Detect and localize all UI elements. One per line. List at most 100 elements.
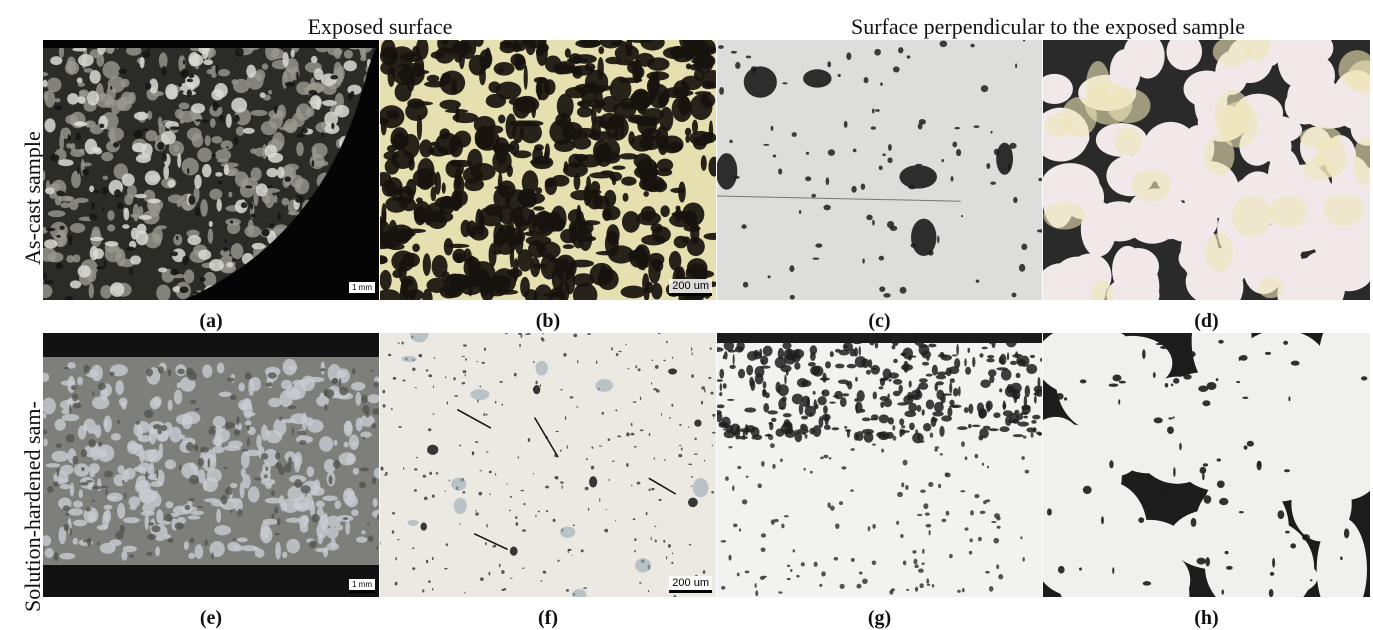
texture <box>815 404 819 410</box>
texture <box>451 477 467 491</box>
texture <box>1243 445 1248 450</box>
texture <box>464 591 466 594</box>
texture <box>743 66 777 98</box>
texture <box>156 284 171 300</box>
texture <box>761 461 765 467</box>
texture <box>188 195 196 205</box>
texture <box>380 541 381 546</box>
texture <box>425 369 429 372</box>
texture <box>892 378 903 385</box>
texture <box>691 352 693 356</box>
texture <box>887 144 892 151</box>
texture <box>352 367 356 375</box>
texture <box>920 489 926 493</box>
texture <box>900 534 904 539</box>
texture <box>656 158 674 172</box>
texture <box>608 478 610 482</box>
texture <box>881 448 885 453</box>
texture <box>645 512 648 516</box>
texture <box>741 224 747 229</box>
texture <box>373 381 379 388</box>
texture <box>67 93 79 105</box>
texture <box>233 429 241 436</box>
texture <box>532 211 556 237</box>
texture <box>767 410 778 415</box>
texture <box>842 393 850 397</box>
panel-label: (h) <box>1194 607 1219 629</box>
texture <box>1283 340 1289 345</box>
texture <box>226 377 236 382</box>
texture <box>187 167 190 175</box>
texture <box>83 68 94 73</box>
texture <box>462 491 466 494</box>
texture <box>970 43 975 48</box>
texture <box>729 139 733 144</box>
texture <box>712 413 716 417</box>
texture <box>692 478 709 498</box>
texture <box>1090 280 1114 300</box>
texture <box>209 188 223 200</box>
texture <box>68 235 73 246</box>
texture <box>987 426 991 431</box>
texture <box>142 128 149 132</box>
texture <box>519 121 542 144</box>
texture <box>939 425 945 437</box>
texture <box>650 382 653 385</box>
texture <box>240 404 247 411</box>
texture <box>694 437 697 441</box>
texture <box>1212 40 1251 67</box>
texture <box>254 147 267 157</box>
texture <box>915 333 921 337</box>
texture <box>719 383 722 392</box>
texture <box>158 52 168 69</box>
texture <box>514 55 526 71</box>
texture <box>423 496 428 501</box>
texture <box>952 387 959 397</box>
texture <box>921 361 930 366</box>
texture <box>58 159 74 167</box>
texture <box>72 254 81 263</box>
texture <box>901 429 906 436</box>
texture <box>829 351 834 358</box>
texture <box>135 475 148 492</box>
texture <box>246 437 250 447</box>
texture <box>1226 565 1233 570</box>
texture <box>827 427 831 430</box>
texture <box>665 556 668 560</box>
texture <box>495 472 497 477</box>
texture <box>575 406 579 408</box>
texture <box>220 494 228 505</box>
texture <box>199 446 210 453</box>
texture <box>470 163 496 181</box>
texture <box>372 408 379 415</box>
texture <box>721 585 726 590</box>
texture <box>647 252 665 267</box>
texture <box>401 341 404 345</box>
texture <box>1204 134 1235 176</box>
texture <box>185 442 194 452</box>
texture <box>100 285 113 299</box>
texture <box>181 157 199 176</box>
texture <box>721 416 731 429</box>
texture <box>89 185 95 193</box>
texture <box>887 417 895 425</box>
texture <box>305 494 314 511</box>
texture <box>688 463 693 466</box>
texture <box>720 540 727 543</box>
texture <box>1284 87 1325 125</box>
texture <box>1290 360 1300 366</box>
texture <box>43 397 56 415</box>
texture <box>544 178 555 188</box>
texture <box>179 286 189 294</box>
texture <box>921 409 925 416</box>
texture <box>211 154 217 157</box>
texture <box>689 130 713 146</box>
texture <box>612 165 626 170</box>
texture <box>107 76 126 93</box>
texture <box>769 422 774 431</box>
texture <box>426 74 440 83</box>
texture <box>595 360 598 365</box>
texture <box>122 517 140 524</box>
texture <box>189 54 204 66</box>
texture <box>572 136 592 150</box>
